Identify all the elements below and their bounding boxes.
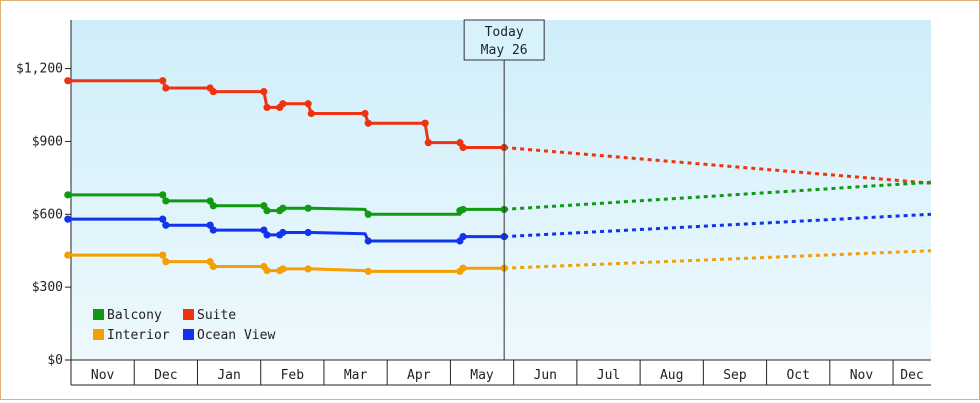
data-point-suite [459, 143, 467, 152]
data-point-suite [424, 139, 432, 147]
data-point-suite [64, 77, 72, 85]
legend-swatch-ocean-view [183, 329, 194, 340]
data-point-suite [159, 77, 167, 85]
x-tick-label: Jun [534, 368, 557, 383]
legend: Balcony Suite Interior Ocean View [93, 308, 275, 343]
data-point-balcony [162, 197, 170, 205]
data-point-ocean-view [159, 215, 167, 223]
x-tick-label: Mar [344, 368, 368, 383]
legend-swatch-interior [93, 329, 104, 340]
data-point-suite [162, 84, 170, 92]
data-point-balcony [159, 191, 167, 199]
x-axis: Nov Dec Jan Feb Mar Apr May Jun Jul Aug Sep Oct Nov D… [70, 359, 931, 386]
legend-label-ocean-view: Ocean View [197, 328, 275, 343]
data-point-balcony [209, 202, 217, 210]
y-tick-label: $0 [47, 353, 63, 368]
data-point-suite [263, 103, 271, 112]
data-point-balcony [279, 204, 287, 212]
y-axis: $0 $300 $600 $900 $1,200 [16, 20, 72, 368]
data-point-ocean-view [263, 231, 271, 239]
x-tick-label: Nov [91, 368, 115, 383]
data-point-ocean-view [304, 228, 312, 237]
data-point-balcony [364, 210, 372, 218]
today-label: Today [485, 25, 524, 40]
data-point-suite [209, 88, 217, 96]
data-point-interior [64, 251, 72, 259]
y-tick-label: $900 [32, 134, 63, 149]
data-point-balcony [304, 204, 312, 212]
series-layer [64, 77, 932, 275]
today-marker: Today May 26 [463, 19, 545, 360]
x-tick-label: Jul [597, 368, 620, 383]
forecast-line-interior [504, 249, 932, 270]
data-point-suite [364, 119, 372, 127]
data-point-ocean-view [279, 228, 287, 237]
data-point-suite [279, 100, 287, 108]
data-point-ocean-view [64, 215, 72, 223]
data-point-interior [263, 267, 271, 275]
x-tick-label: Jan [217, 368, 240, 383]
y-tick-label: $1,200 [16, 62, 63, 77]
data-point-balcony [64, 191, 72, 199]
y-tick-label: $300 [32, 280, 63, 295]
data-point-suite [361, 109, 369, 118]
today-date: May 26 [481, 43, 528, 58]
data-point-ocean-view [209, 226, 217, 234]
x-tick-label: Nov [850, 368, 874, 383]
legend-label-interior: Interior [107, 328, 170, 343]
data-point-interior [304, 265, 312, 273]
data-point-ocean-view [364, 237, 372, 245]
x-tick-label: Dec [900, 368, 923, 383]
data-point-suite [307, 109, 315, 118]
data-point-interior [159, 251, 167, 259]
data-point-suite [421, 119, 429, 127]
data-point-suite [260, 88, 268, 96]
series-line-suite [67, 79, 505, 149]
x-tick-label: Sep [723, 368, 747, 383]
data-point-balcony [263, 207, 271, 215]
data-point-balcony [459, 205, 467, 214]
data-point-interior [279, 265, 287, 273]
legend-swatch-suite [183, 309, 194, 320]
data-point-interior [459, 264, 467, 272]
data-point-suite [304, 100, 312, 108]
legend-swatch-balcony [93, 309, 104, 320]
x-tick-label: Feb [281, 368, 305, 383]
legend-label-balcony: Balcony [107, 308, 162, 323]
x-tick-label: Oct [786, 368, 809, 383]
legend-label-suite: Suite [197, 308, 236, 323]
today-label-box [463, 19, 545, 61]
x-tick-label: Apr [407, 368, 431, 383]
x-tick-label: Aug [660, 368, 683, 383]
x-tick-label: May [470, 368, 494, 383]
data-point-ocean-view [459, 233, 467, 241]
data-point-interior [364, 267, 372, 275]
x-tick-label: Dec [154, 368, 177, 383]
y-tick-label: $600 [32, 207, 63, 222]
data-point-interior [209, 262, 217, 271]
plot-area [71, 20, 931, 360]
data-point-ocean-view [162, 221, 170, 229]
data-point-interior [162, 258, 170, 266]
